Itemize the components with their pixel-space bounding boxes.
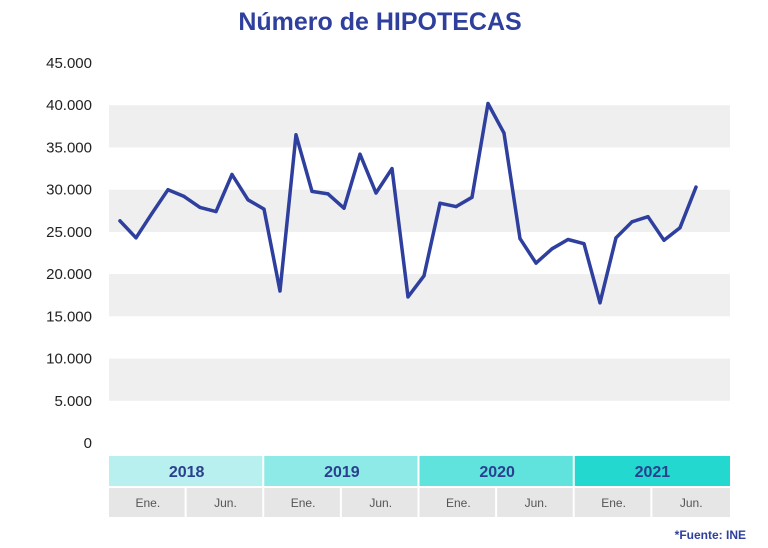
month-label: Jun. (369, 496, 392, 510)
data-point (278, 289, 282, 293)
data-point (454, 205, 458, 209)
grid-band (109, 189, 730, 232)
year-label: 2019 (324, 464, 360, 481)
data-point (326, 192, 330, 196)
y-tick-label: 20.000 (46, 266, 92, 283)
data-point (294, 133, 298, 137)
data-point (262, 207, 266, 211)
data-point (150, 211, 154, 215)
month-cell (264, 488, 340, 517)
month-label: Ene. (291, 496, 316, 510)
data-point (310, 189, 314, 193)
year-label: 2021 (635, 464, 671, 481)
data-point (214, 210, 218, 214)
data-point (614, 236, 618, 240)
month-cell (341, 488, 418, 517)
data-point (134, 236, 138, 240)
y-axis-ticks: 0 5.000 10.000 15.000 20.000 25.000 30.000 35.0… (46, 55, 92, 452)
data-point (182, 194, 186, 198)
data-point (246, 198, 250, 202)
year-cell (574, 456, 730, 486)
data-point (342, 206, 346, 210)
data-point (486, 101, 490, 106)
year-label: 2018 (169, 464, 205, 481)
month-label: Ene. (135, 496, 160, 510)
month-cell (419, 488, 496, 517)
data-point (598, 301, 602, 305)
y-tick-label: 0 (84, 435, 92, 452)
data-point (198, 205, 202, 209)
grid-band (109, 358, 730, 401)
month-cell (652, 488, 730, 517)
data-point (566, 237, 570, 242)
y-tick-label: 15.000 (46, 308, 92, 325)
month-axis: Ene. Jun. Ene. Jun. Ene. Jun. Ene. Jun. (109, 488, 730, 517)
data-point (374, 191, 378, 195)
y-tick-label: 35.000 (46, 139, 92, 156)
y-tick-label: 25.000 (46, 224, 92, 241)
data-point (534, 261, 538, 265)
data-point (166, 188, 170, 192)
month-label: Ene. (601, 496, 626, 510)
data-point (358, 152, 362, 156)
data-point (582, 242, 586, 246)
y-tick-label: 5.000 (54, 393, 92, 410)
year-cell (264, 456, 418, 486)
data-point (406, 295, 410, 299)
data-point (230, 172, 234, 177)
year-axis: 2018 2019 2020 2021 (109, 456, 730, 486)
data-point (646, 215, 650, 219)
month-cell (497, 488, 573, 517)
data-point (630, 220, 634, 224)
grid-bands (109, 105, 730, 401)
data-point (662, 238, 666, 242)
year-label: 2020 (479, 464, 515, 481)
data-point (518, 237, 522, 241)
series-layer (118, 101, 698, 305)
month-cell (109, 488, 185, 517)
data-point (438, 201, 442, 205)
y-tick-label: 30.000 (46, 182, 92, 199)
month-cell (186, 488, 263, 517)
month-label: Ene. (446, 496, 471, 510)
data-point (550, 247, 554, 251)
grid-band (109, 105, 730, 148)
data-point (502, 131, 506, 135)
y-tick-label: 40.000 (46, 97, 92, 114)
data-point (470, 195, 474, 199)
y-tick-label: 10.000 (46, 351, 92, 368)
source-note: *Fuente: INE (674, 528, 746, 542)
data-point (678, 226, 682, 230)
chart-title: Número de HIPOTECAS (238, 8, 522, 36)
month-label: Jun. (525, 496, 548, 510)
y-tick-label: 45.000 (46, 55, 92, 72)
data-point (694, 185, 698, 189)
data-point (390, 167, 394, 171)
month-label: Jun. (214, 496, 237, 510)
data-point (118, 219, 122, 223)
month-cell (574, 488, 651, 517)
year-cell (419, 456, 573, 486)
year-cell (109, 456, 263, 486)
month-label: Jun. (680, 496, 703, 510)
data-point (422, 274, 426, 278)
